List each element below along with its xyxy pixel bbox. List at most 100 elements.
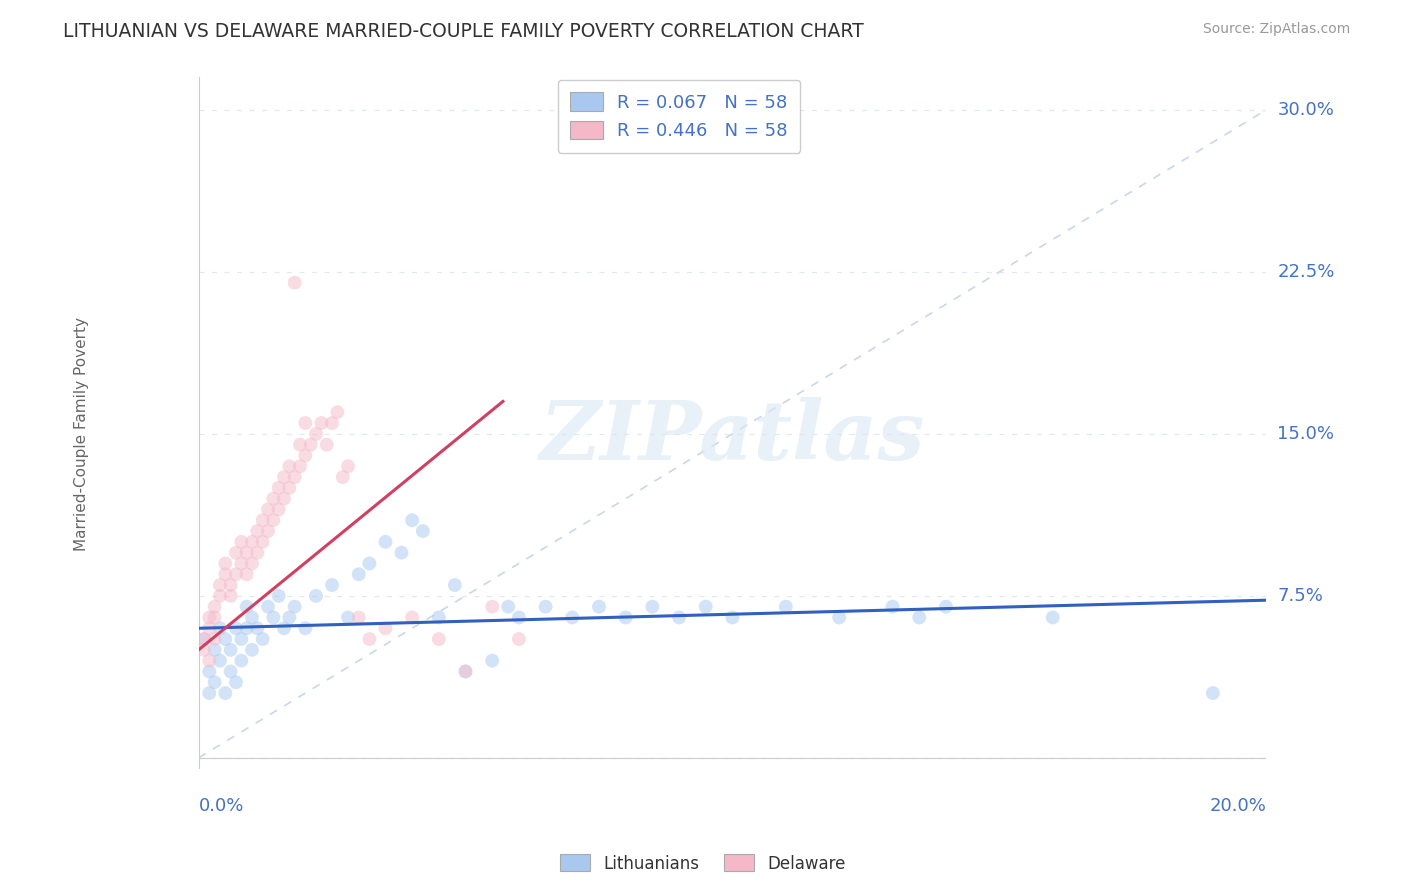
Point	[401, 513, 423, 527]
Point	[257, 599, 280, 614]
Text: 15.0%: 15.0%	[1278, 425, 1334, 442]
Point	[311, 416, 333, 430]
Point	[262, 610, 284, 624]
Point	[284, 276, 307, 290]
Point	[337, 610, 360, 624]
Point	[240, 534, 263, 549]
Point	[534, 599, 557, 614]
Point	[204, 675, 226, 690]
Point	[359, 632, 381, 646]
Point	[214, 567, 236, 582]
Point	[454, 665, 477, 679]
Point	[267, 589, 290, 603]
Point	[208, 578, 231, 592]
Text: 0.0%: 0.0%	[198, 797, 245, 814]
Point	[231, 654, 253, 668]
Point	[721, 610, 744, 624]
Point	[219, 665, 242, 679]
Point	[252, 534, 274, 549]
Point	[267, 502, 290, 516]
Point	[427, 632, 450, 646]
Point	[481, 599, 503, 614]
Point	[225, 621, 247, 635]
Point	[231, 632, 253, 646]
Point	[294, 621, 316, 635]
Point	[828, 610, 851, 624]
Point	[198, 621, 221, 635]
Text: LITHUANIAN VS DELAWARE MARRIED-COUPLE FAMILY POVERTY CORRELATION CHART: LITHUANIAN VS DELAWARE MARRIED-COUPLE FA…	[63, 22, 865, 41]
Point	[273, 491, 295, 506]
Point	[214, 632, 236, 646]
Text: Married-Couple Family Poverty: Married-Couple Family Poverty	[73, 317, 89, 551]
Point	[347, 567, 370, 582]
Point	[225, 546, 247, 560]
Point	[225, 567, 247, 582]
Point	[508, 610, 530, 624]
Point	[695, 599, 717, 614]
Point	[198, 610, 221, 624]
Point	[219, 578, 242, 592]
Text: ZIPatlas: ZIPatlas	[540, 397, 925, 477]
Point	[246, 621, 269, 635]
Point	[219, 589, 242, 603]
Point	[246, 546, 269, 560]
Point	[614, 610, 637, 624]
Point	[240, 643, 263, 657]
Point	[204, 643, 226, 657]
Point	[231, 534, 253, 549]
Point	[208, 621, 231, 635]
Point	[246, 524, 269, 538]
Point	[284, 470, 307, 484]
Point	[214, 557, 236, 571]
Point	[278, 610, 301, 624]
Point	[219, 643, 242, 657]
Point	[193, 632, 215, 646]
Point	[775, 599, 797, 614]
Point	[193, 632, 215, 646]
Point	[882, 599, 904, 614]
Point	[198, 665, 221, 679]
Point	[1042, 610, 1064, 624]
Point	[668, 610, 690, 624]
Point	[235, 567, 257, 582]
Point	[284, 599, 307, 614]
Point	[374, 534, 396, 549]
Legend: R = 0.067   N = 58, R = 0.446   N = 58: R = 0.067 N = 58, R = 0.446 N = 58	[558, 79, 800, 153]
Point	[267, 481, 290, 495]
Text: 22.5%: 22.5%	[1278, 263, 1334, 281]
Point	[204, 599, 226, 614]
Point	[427, 610, 450, 624]
Legend: Lithuanians, Delaware: Lithuanians, Delaware	[554, 847, 852, 880]
Point	[235, 621, 257, 635]
Point	[288, 437, 311, 451]
Point	[262, 513, 284, 527]
Point	[252, 513, 274, 527]
Text: 20.0%: 20.0%	[1209, 797, 1267, 814]
Point	[908, 610, 931, 624]
Point	[391, 546, 413, 560]
Point	[305, 426, 328, 441]
Point	[278, 459, 301, 474]
Point	[273, 621, 295, 635]
Point	[935, 599, 957, 614]
Text: 7.5%: 7.5%	[1278, 587, 1323, 605]
Point	[561, 610, 583, 624]
Point	[198, 686, 221, 700]
Point	[235, 546, 257, 560]
Point	[204, 610, 226, 624]
Point	[412, 524, 434, 538]
Point	[235, 599, 257, 614]
Point	[321, 416, 343, 430]
Point	[231, 557, 253, 571]
Point	[337, 459, 360, 474]
Point	[299, 437, 322, 451]
Point	[225, 675, 247, 690]
Point	[193, 643, 215, 657]
Point	[204, 632, 226, 646]
Point	[496, 599, 519, 614]
Point	[294, 416, 316, 430]
Point	[214, 686, 236, 700]
Point	[198, 654, 221, 668]
Point	[1202, 686, 1225, 700]
Point	[321, 578, 343, 592]
